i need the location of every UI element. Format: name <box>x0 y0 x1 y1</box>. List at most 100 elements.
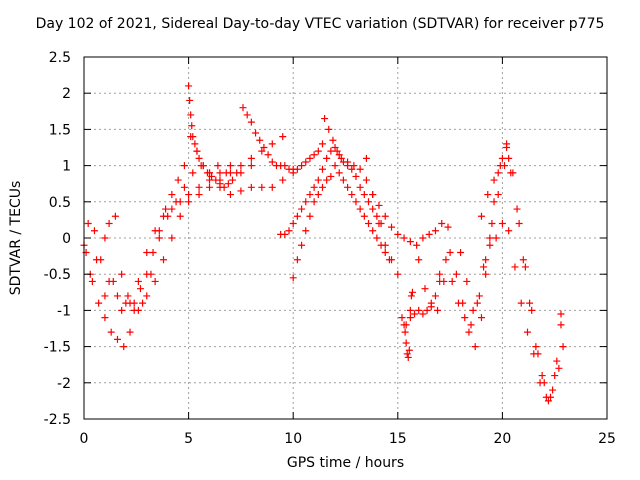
data-point <box>486 234 494 242</box>
data-point <box>438 220 446 228</box>
series-track-11 <box>400 288 416 361</box>
y-tick-label: 0 <box>62 231 71 247</box>
data-point <box>498 154 506 162</box>
data-point <box>101 234 109 242</box>
data-point <box>136 285 144 293</box>
data-point <box>398 314 406 322</box>
data-point <box>442 256 450 264</box>
data-point <box>155 227 163 235</box>
data-point <box>477 314 485 322</box>
data-point <box>505 227 513 235</box>
data-point <box>331 144 339 151</box>
data-point <box>419 310 427 318</box>
grid-layer <box>84 57 607 419</box>
data-point <box>302 198 310 206</box>
data-point <box>206 176 214 184</box>
data-point <box>268 140 276 148</box>
data-point <box>394 230 402 238</box>
data-point <box>463 277 471 285</box>
data-point <box>268 183 276 191</box>
data-point <box>373 212 381 220</box>
data-point <box>555 364 563 372</box>
data-point <box>120 343 128 351</box>
data-point <box>471 343 479 351</box>
data-point <box>180 183 188 191</box>
data-point <box>237 187 245 195</box>
data-point <box>310 183 318 191</box>
data-point <box>427 299 435 307</box>
data-point <box>118 306 126 314</box>
data-point <box>494 191 502 199</box>
data-point <box>162 205 170 213</box>
data-point <box>185 191 193 199</box>
data-point <box>226 162 234 170</box>
data-point <box>490 176 498 184</box>
data-point <box>339 176 347 184</box>
data-point <box>534 350 542 358</box>
data-point <box>352 172 360 180</box>
data-point <box>252 129 260 137</box>
data-point <box>216 169 224 177</box>
x-tick-label: 0 <box>80 431 89 447</box>
data-point <box>327 172 335 180</box>
data-point <box>186 96 194 104</box>
data-point <box>101 314 109 322</box>
data-point <box>373 234 381 242</box>
data-point <box>281 230 289 238</box>
data-point <box>105 220 113 228</box>
data-point <box>524 328 532 336</box>
data-point <box>188 122 196 130</box>
series-track-15 <box>477 140 565 401</box>
data-point <box>331 162 339 170</box>
data-point <box>517 299 525 307</box>
data-point <box>323 154 331 162</box>
data-point <box>314 147 322 155</box>
data-point <box>314 191 322 199</box>
data-point <box>352 198 360 206</box>
data-point <box>239 104 247 112</box>
data-point <box>350 162 358 170</box>
data-point <box>388 256 396 264</box>
data-point <box>436 270 444 278</box>
data-point <box>381 241 389 249</box>
data-point <box>360 212 368 220</box>
data-point <box>155 234 163 242</box>
data-point <box>394 270 402 278</box>
data-point <box>551 372 559 380</box>
data-point <box>388 223 396 231</box>
data-point <box>189 133 197 141</box>
data-point <box>84 220 92 228</box>
data-point <box>477 212 485 220</box>
data-point <box>164 212 172 220</box>
data-point <box>193 147 201 155</box>
y-tick-label: 2.5 <box>49 50 71 66</box>
data-point <box>143 248 151 256</box>
data-point <box>544 397 552 405</box>
data-point <box>431 292 439 300</box>
data-point <box>302 158 310 166</box>
series-track-5 <box>185 82 241 191</box>
data-point <box>279 176 287 184</box>
series-track-7 <box>277 144 385 238</box>
data-point <box>237 162 245 170</box>
data-point <box>329 136 337 144</box>
data-point <box>180 162 188 170</box>
y-tick-label: 1.5 <box>49 122 71 138</box>
data-point <box>222 169 230 177</box>
data-point <box>549 386 557 394</box>
data-point <box>101 292 109 300</box>
data-point <box>356 165 364 173</box>
data-point <box>335 151 343 159</box>
data-point <box>482 270 490 278</box>
series-track-14 <box>457 162 565 405</box>
data-point <box>139 299 147 307</box>
data-point <box>258 147 266 155</box>
y-tick-label: 2 <box>62 86 71 102</box>
data-point <box>306 212 314 220</box>
data-point <box>452 270 460 278</box>
data-point <box>321 115 329 123</box>
data-point <box>381 212 389 220</box>
data-point <box>492 234 500 242</box>
data-point <box>151 277 159 285</box>
